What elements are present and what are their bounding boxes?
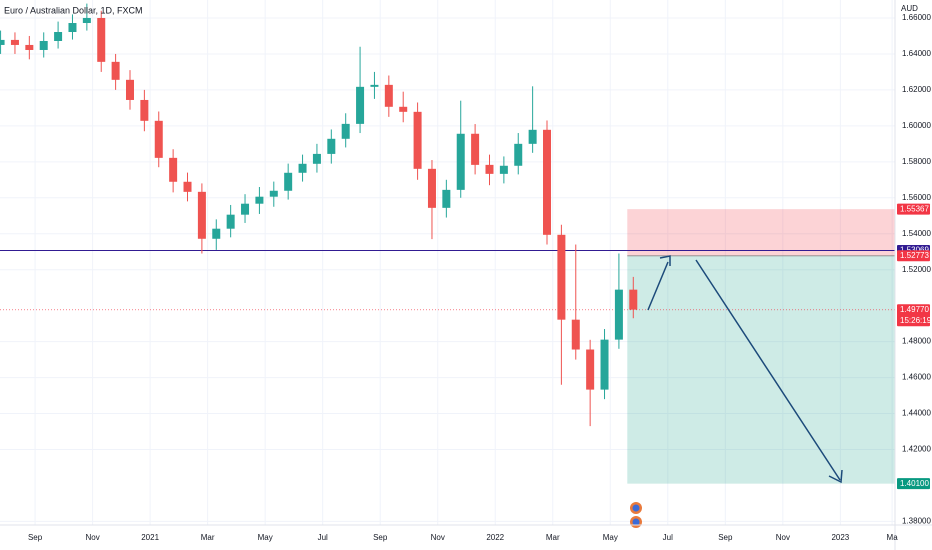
x-tick-label: Nov [776, 533, 790, 542]
candle-body [471, 133, 480, 165]
candle-body [241, 203, 250, 215]
y-tick-label: 1.44000 [902, 409, 931, 418]
y-tick-label: 1.42000 [902, 445, 931, 454]
candle-body [39, 40, 48, 50]
candle-body [298, 163, 307, 173]
icon [632, 504, 640, 512]
candle-body [557, 234, 566, 320]
y-tick-label: 1.64000 [902, 49, 931, 58]
x-tick-label: May [258, 533, 273, 542]
price-tag-label: 1.49770 [900, 305, 929, 314]
candle-body [111, 61, 120, 80]
arrow-down [695, 259, 841, 481]
price-tag [897, 478, 930, 490]
candle-body [543, 129, 552, 235]
candle-body [68, 23, 77, 33]
candle-body [629, 289, 638, 310]
candle-body [125, 79, 134, 100]
candle-body [614, 289, 623, 340]
x-tick-label: Nov [85, 533, 99, 542]
candle-body [399, 106, 408, 112]
candle-body [327, 138, 336, 154]
candle-body [499, 165, 508, 174]
x-tick-label: Sep [718, 533, 733, 542]
candle-body [10, 39, 19, 45]
currency: AUD [901, 4, 918, 13]
arrow-head [659, 255, 671, 266]
x-tick-label: Ma [887, 533, 899, 542]
candle-body [82, 17, 91, 24]
candle-body [25, 44, 34, 50]
candle-body [571, 319, 580, 350]
y-tick-label: 1.48000 [902, 337, 931, 346]
price-tag [897, 304, 930, 327]
candle-body [54, 32, 63, 41]
x-tick-label: 2023 [831, 533, 849, 542]
candle-body [442, 189, 451, 208]
price-tag-label: 1.55367 [900, 204, 929, 213]
candle-body [427, 168, 436, 208]
candle-body [183, 181, 192, 192]
price-tag-label: 1.40100 [900, 479, 929, 488]
overlay [630, 255, 843, 528]
x-tick-label: 2021 [141, 533, 159, 542]
candle-body [97, 17, 106, 62]
y-tick-label: 1.62000 [902, 85, 931, 94]
x-tick-label: May [603, 533, 618, 542]
candle-body [485, 164, 494, 174]
countdown: 15:26:19 [900, 316, 932, 325]
icon [632, 518, 640, 526]
chart-title: Euro / Australian Dollar, 1D, FXCM [4, 5, 143, 15]
stop-zone [627, 209, 895, 256]
candle-body [384, 84, 393, 107]
y-tick-label: 1.46000 [902, 373, 931, 382]
x-tick-label: Mar [201, 533, 215, 542]
x-tick-label: Jul [318, 533, 328, 542]
candle-body [226, 214, 235, 229]
candle-body [413, 111, 422, 169]
candle-body [197, 191, 206, 239]
arrow-head [828, 469, 843, 484]
y-tick-label: 1.60000 [902, 121, 931, 130]
candle-body [586, 349, 595, 390]
candle-body [312, 153, 321, 164]
candle-body [140, 99, 149, 121]
x-tick-label: Sep [28, 533, 43, 542]
candle-body [0, 39, 5, 45]
candle-body [356, 86, 365, 124]
price-tag-label: 1.52773 [900, 251, 929, 260]
candles [0, 3, 638, 427]
candle-body [169, 157, 178, 182]
candle-body [284, 172, 293, 191]
x-tick-label: Nov [431, 533, 445, 542]
y-tick-label: 1.52000 [902, 265, 931, 274]
price-tag [897, 203, 930, 215]
candle-body [154, 120, 163, 158]
position-tool [0, 209, 895, 484]
candle-body [528, 129, 537, 144]
y-tick-label: 1.54000 [902, 229, 931, 238]
candle-body [370, 84, 379, 87]
candle-body [255, 196, 264, 204]
target-zone [627, 255, 895, 484]
price-tag [897, 250, 930, 262]
axes: 1.66000 1.64000 1.62000 1.60000 1.58000 1.560… [28, 13, 932, 542]
x-tick-label: Sep [373, 533, 388, 542]
y-tick-label: 1.38000 [902, 517, 931, 526]
candle-body [341, 123, 350, 139]
candle-body [212, 228, 221, 239]
x-tick-label: Mar [546, 533, 560, 542]
y-tick-label: 1.66000 [902, 13, 931, 22]
candle-body [456, 133, 465, 190]
candle-body [514, 143, 523, 166]
price-tag-label: 1.53069 [900, 246, 929, 255]
candle-body [600, 339, 609, 390]
y-tick-label: 1.56000 [902, 193, 931, 202]
y-tick-label: 1.58000 [902, 157, 931, 166]
arrow-up [647, 261, 669, 311]
candle-body [269, 190, 278, 197]
x-tick-label: Jul [663, 533, 673, 542]
x-tick-label: 2022 [486, 533, 504, 542]
